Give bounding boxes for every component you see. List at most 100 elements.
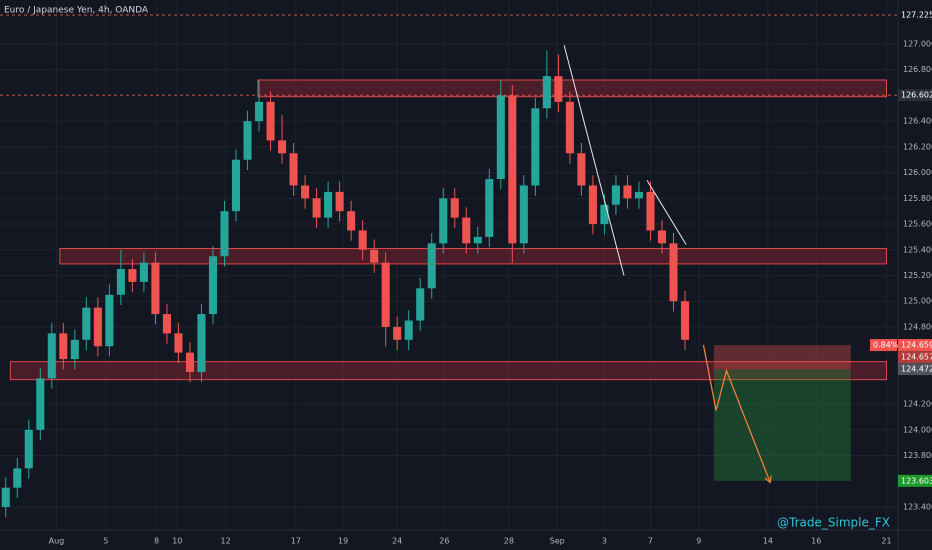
zone — [59, 247, 887, 265]
x-tick-label: 12 — [221, 537, 231, 546]
candle-body — [289, 153, 298, 186]
candle-body — [231, 159, 241, 212]
candle-body — [496, 95, 505, 180]
x-tick-label: 3 — [602, 537, 607, 546]
y-tick-label: 125.000 — [903, 297, 932, 306]
y-tick-label: 126.200 — [903, 142, 932, 151]
candle-body — [197, 314, 206, 372]
y-tick-label: 123.800 — [903, 451, 932, 460]
candle-body — [243, 121, 252, 160]
zone — [9, 361, 887, 381]
x-tick-label: 21 — [881, 537, 891, 546]
candle-body — [278, 140, 287, 154]
candle-body — [393, 326, 402, 340]
x-tick-label: 26 — [439, 537, 449, 546]
candle-body — [531, 108, 540, 186]
zone — [257, 79, 887, 98]
y-tick-label: 125.200 — [903, 271, 932, 280]
price-label: 124.472 — [901, 365, 932, 374]
y-tick-label: 124.200 — [903, 400, 932, 409]
candle-body — [473, 236, 482, 244]
price-label-bg — [898, 9, 932, 22]
x-tick-label: Sep — [550, 537, 565, 546]
candle-body — [47, 333, 56, 379]
candle-body — [439, 198, 448, 244]
candle-body — [669, 243, 678, 302]
y-tick-label: 124.800 — [903, 322, 932, 331]
candle-body — [266, 101, 275, 141]
x-tick-label: 28 — [504, 537, 514, 546]
x-tick-label: 5 — [103, 537, 108, 546]
candle-body — [519, 185, 528, 244]
candle-body — [554, 76, 563, 102]
x-tick-label: 17 — [291, 537, 301, 546]
candle-body — [220, 211, 229, 257]
candle-body — [36, 378, 45, 430]
candle-body — [381, 262, 390, 327]
y-tick-label: 125.600 — [903, 220, 932, 229]
candle-body — [139, 262, 148, 282]
watermark: @Trade_Simple_FX — [777, 516, 890, 530]
candle-body — [13, 468, 22, 488]
candle-body — [542, 76, 551, 109]
candle-body — [427, 243, 436, 289]
candle-body — [301, 185, 310, 199]
price-label-bg — [898, 474, 932, 487]
x-tick-label: 16 — [811, 537, 821, 546]
candle-body — [565, 101, 574, 154]
candle-body — [24, 429, 33, 469]
price-label: 126.602 — [901, 91, 932, 100]
target-zone — [713, 369, 851, 481]
price-label: 124.659 — [901, 341, 932, 350]
price-label: 123.603 — [901, 476, 932, 485]
price-label: 127.225 — [901, 11, 932, 20]
trend-line — [563, 45, 625, 276]
projection-path — [702, 344, 771, 483]
y-tick-label: 126.400 — [903, 117, 932, 126]
x-tick-label: Aug — [49, 537, 65, 546]
x-tick-label: 9 — [696, 537, 701, 546]
y-tick-label: 125.800 — [903, 194, 932, 203]
candle-body — [462, 217, 471, 244]
candle-body — [508, 95, 517, 244]
price-label-bg — [898, 339, 932, 352]
y-tick-label: 126.000 — [903, 168, 932, 177]
y-tick-label: 126.800 — [903, 65, 932, 74]
x-tick-label: 8 — [154, 537, 159, 546]
x-tick-label: 10 — [172, 537, 182, 546]
candle-body — [208, 256, 218, 315]
candle-body — [485, 179, 494, 237]
candle-body — [416, 288, 425, 321]
candle-body — [1, 487, 10, 507]
candle-body — [588, 185, 597, 225]
candle-body — [116, 269, 125, 295]
candle-body — [128, 269, 137, 282]
candle-body — [151, 262, 160, 315]
x-tick-label: 14 — [763, 537, 773, 546]
candle-body — [162, 314, 171, 334]
candle-body — [450, 198, 459, 218]
candle-body — [312, 198, 321, 218]
candle-body — [105, 294, 114, 347]
candle-body — [335, 191, 344, 212]
projection-arrowhead — [764, 475, 772, 484]
candle-body — [657, 230, 667, 244]
candle-body — [680, 301, 690, 340]
candle-body — [185, 352, 194, 372]
candle-body — [646, 191, 655, 231]
y-tick-label: 124.000 — [903, 425, 932, 434]
candle-body — [174, 333, 183, 353]
y-tick-label: 123.400 — [903, 502, 932, 511]
stop-zone — [713, 345, 851, 370]
change-label-bg — [870, 339, 897, 352]
candle-body — [600, 204, 609, 225]
candle-body — [358, 230, 367, 250]
candle-body — [93, 307, 102, 347]
price-label-bg — [898, 363, 932, 376]
trend-line — [646, 180, 687, 245]
candle-body — [255, 101, 264, 122]
change-label: 0.84% — [873, 341, 899, 350]
price-label-bg — [898, 89, 932, 102]
